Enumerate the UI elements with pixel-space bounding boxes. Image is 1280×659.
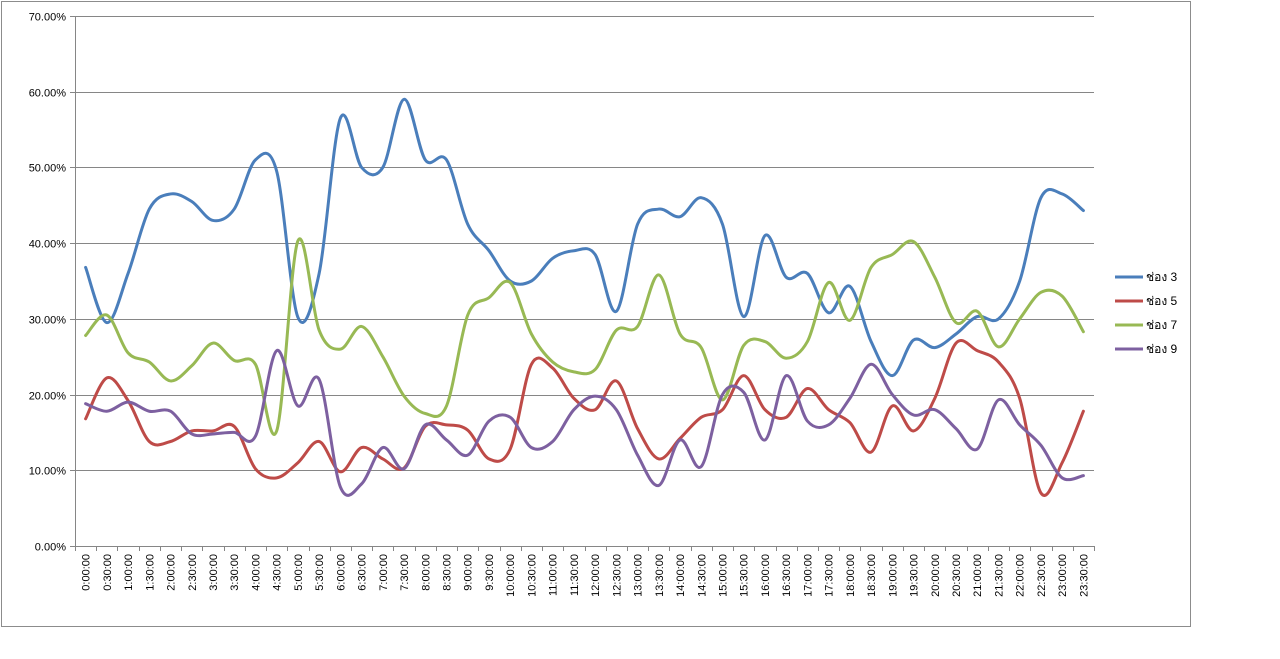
x-tick-label: 19:30:00 (909, 554, 921, 597)
x-tick-label: 12:30:00 (611, 554, 623, 597)
x-tick-label: 9:30:00 (484, 554, 496, 591)
x-tick-label: 16:30:00 (781, 554, 793, 597)
x-tick-label: 2:30:00 (187, 554, 199, 591)
series-line-4 (84, 349, 1085, 497)
y-tick-label: 30.00% (29, 315, 67, 327)
x-tick-label: 14:30:00 (696, 554, 708, 597)
y-tick-label: 0.00% (35, 542, 66, 554)
x-tick-label: 4:00:00 (250, 554, 262, 591)
legend: ช่อง 3 ช่อง 5 ช่อง 7 ช่อง 9 (1115, 270, 1178, 356)
x-tick-label: 18:00:00 (845, 554, 857, 597)
series-line-3 (84, 237, 1085, 436)
x-tick-label: 8:00:00 (420, 554, 432, 591)
x-tick-label: 20:30:00 (951, 554, 963, 597)
x-tick-label: 10:30:00 (526, 554, 538, 597)
x-tick-label: 1:00:00 (123, 554, 135, 591)
gridlines (75, 16, 1094, 471)
x-tick-label: 5:00:00 (293, 554, 305, 591)
x-tick-label: 21:30:00 (993, 554, 1005, 597)
x-tick-label: 16:00:00 (760, 554, 772, 597)
x-tick-label: 13:30:00 (654, 554, 666, 597)
x-tick-label: 15:30:00 (739, 554, 751, 597)
x-tick-label: 0:30:00 (102, 554, 114, 591)
x-tick-label: 12:00:00 (590, 554, 602, 597)
y-tick-label: 10.00% (29, 466, 67, 478)
x-tick-label: 23:00:00 (1057, 554, 1069, 597)
legend-label: ช่อง 3 (1146, 270, 1178, 284)
legend-label: ช่อง 7 (1146, 318, 1178, 332)
legend-label: ช่อง 9 (1146, 342, 1178, 356)
x-tick-label: 5:30:00 (314, 554, 326, 591)
x-tick-label: 15:00:00 (717, 554, 729, 597)
y-tick-label: 20.00% (29, 391, 67, 403)
x-tick-label: 22:30:00 (1036, 554, 1048, 597)
x-tick-label: 17:00:00 (802, 554, 814, 597)
x-tick-label: 20:00:00 (930, 554, 942, 597)
chart-frame: 0.00% 10.00% 20.00% 30.00% 40.00% 50.00% 60.00… (1, 1, 1191, 627)
x-tick-label: 10:00:00 (505, 554, 517, 597)
x-tick-label: 7:00:00 (378, 554, 390, 591)
x-tick-label: 17:30:00 (824, 554, 836, 597)
x-tick-label: 9:00:00 (463, 554, 475, 591)
y-tick-label: 60.00% (29, 88, 67, 100)
x-tick-label: 1:30:00 (144, 554, 156, 591)
series-lines (84, 97, 1085, 497)
x-tick-label: 11:30:00 (569, 554, 581, 596)
x-tick-label: 3:00:00 (208, 554, 220, 591)
line-chart: 0.00% 10.00% 20.00% 30.00% 40.00% 50.00% 60.00… (29, 12, 1178, 597)
series-line-1 (84, 97, 1085, 378)
x-tick-label: 4:30:00 (272, 554, 284, 591)
y-tick-label: 70.00% (29, 12, 67, 24)
x-tick-label: 8:30:00 (442, 554, 454, 591)
y-tick-labels: 0.00% 10.00% 20.00% 30.00% 40.00% 50.00% 60.00… (29, 12, 67, 554)
x-tick-label: 11:00:00 (548, 554, 560, 596)
x-tick-label: 14:00:00 (675, 554, 687, 597)
x-tick-label: 3:30:00 (229, 554, 241, 591)
y-tick-label: 50.00% (29, 163, 67, 175)
x-tick-label: 18:30:00 (866, 554, 878, 597)
x-tick-label: 13:00:00 (633, 554, 645, 597)
x-tick-label: 6:30:00 (357, 554, 369, 591)
x-tick-label: 19:00:00 (887, 554, 899, 597)
x-tick-label: 21:00:00 (972, 554, 984, 597)
x-tick-label: 7:30:00 (399, 554, 411, 591)
x-tick-label: 6:00:00 (335, 554, 347, 591)
x-tick-labels: 0:00:00 0:30:00 1:00:00 1:30:00 2:00:00 2:30:… (81, 554, 1091, 597)
x-tick-label: 2:00:00 (166, 554, 178, 591)
x-tick-label: 22:00:00 (1015, 554, 1027, 597)
y-tick-label: 40.00% (29, 239, 67, 251)
series-line-2 (84, 339, 1085, 497)
x-tick-label: 0:00:00 (81, 554, 93, 591)
x-tick-label: 23:30:00 (1078, 554, 1090, 597)
axes (70, 16, 1095, 551)
legend-label: ช่อง 5 (1146, 294, 1178, 308)
